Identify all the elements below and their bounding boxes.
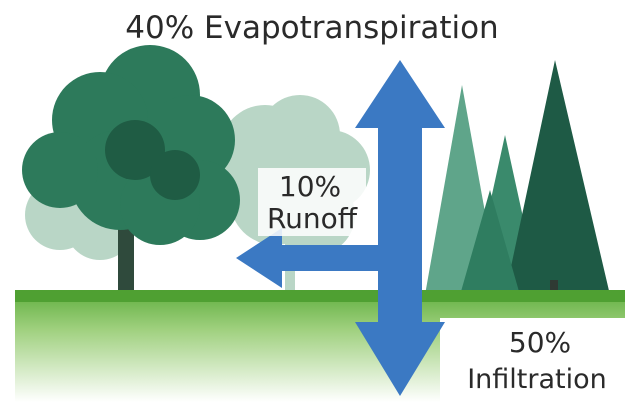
vertical-arrow xyxy=(355,60,445,396)
runoff-label: Runoff xyxy=(267,202,358,235)
deciduous-tree xyxy=(22,45,240,295)
label-box xyxy=(440,318,625,402)
label-box xyxy=(258,168,366,236)
grass xyxy=(15,290,625,302)
runoff-arrow xyxy=(236,228,378,288)
infiltration-label: Infiltration xyxy=(467,364,607,395)
conifers xyxy=(425,60,610,300)
runoff-percent: 10% xyxy=(279,170,341,203)
evapotranspiration-label: 40% Evapotranspiration xyxy=(125,10,498,46)
infiltration-percent: 50% xyxy=(509,326,571,359)
